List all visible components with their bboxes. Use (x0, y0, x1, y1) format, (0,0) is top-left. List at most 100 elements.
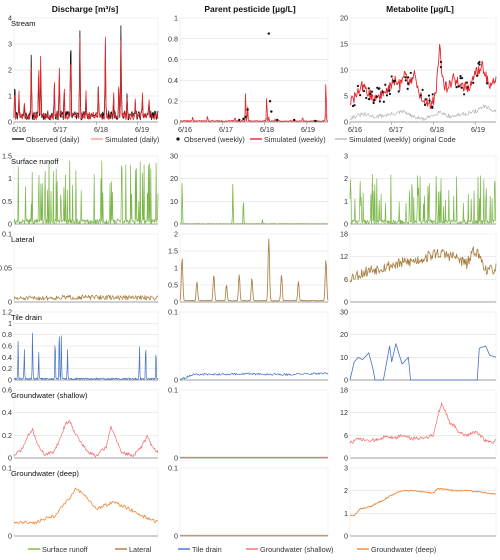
y-tick-label: 0 (344, 376, 348, 385)
y-tick-label: 0 (344, 298, 348, 307)
y-tick-label: 10 (170, 197, 178, 206)
y-tick-label: 1.2 (2, 308, 12, 317)
observed-point (465, 81, 469, 84)
series-surface (13, 160, 159, 225)
panel-frame (13, 467, 159, 537)
observed-point (427, 94, 431, 97)
column-title-discharge: Discharge [m³/s] (52, 4, 119, 14)
series-original (349, 104, 497, 121)
panels: 0123400.20.40.60.810510152000.511.501020… (0, 14, 497, 541)
series-lateral (13, 294, 159, 301)
date-tick: 6/16 (12, 125, 26, 134)
panel-frame (13, 389, 159, 459)
observed-point (407, 82, 410, 85)
observed-point (455, 86, 458, 89)
y-tick-label: 0 (8, 376, 12, 385)
panel-frame (179, 155, 329, 225)
row-label-tile: Tile drain (11, 313, 42, 322)
legend-label-simulated-daily: Simulated (daily) (105, 135, 159, 144)
y-tick-label: 0 (174, 298, 178, 307)
observed-point (460, 76, 464, 80)
observed-point (393, 79, 396, 83)
legend-swatch-observed-weekly (176, 137, 180, 141)
observed-point (439, 60, 443, 64)
observed-point (472, 81, 475, 84)
observed-point (388, 92, 392, 96)
series-simulated-weekly (180, 84, 329, 122)
observed-point (378, 100, 381, 103)
y-tick-label: 0 (174, 220, 178, 229)
legend-label-lateral: Lateral (129, 545, 152, 554)
y-tick-label: 1 (344, 197, 348, 206)
date-tick: 6/18 (94, 125, 108, 134)
panel: 00.1 (168, 464, 329, 541)
observed-point (463, 93, 466, 96)
observed-point (423, 103, 427, 107)
observed-point (460, 86, 463, 89)
observed-point (365, 96, 368, 100)
observed-point (356, 84, 359, 88)
observed-point (367, 98, 371, 101)
y-tick-label: 18 (340, 230, 348, 239)
observed-point (409, 71, 412, 75)
y-tick-label: 0 (8, 118, 12, 127)
observed-point (404, 76, 407, 79)
y-tick-label: 15 (340, 40, 348, 49)
column-title-metabolite: Metabolite [µg/L] (386, 4, 454, 14)
series-tile (179, 372, 329, 381)
series-surface (179, 183, 328, 225)
panel-frame (179, 311, 329, 381)
y-tick-label: 0.5 (168, 281, 178, 290)
date-tick: 6/16 (348, 125, 362, 134)
panel: 00.1 (168, 386, 329, 463)
panel: 0 0.5 1 1.5 2 (168, 230, 329, 307)
observed-point (353, 104, 356, 107)
legend-label-gw-shallow: Groundwater (shallow) (260, 545, 333, 554)
legend-label-tile: Tile drain (192, 545, 222, 554)
panel: 0 1 2 3 4 (8, 14, 159, 127)
observed-point (466, 86, 469, 89)
date-tick: 6/17 (389, 125, 403, 134)
y-tick-label: 0.1 (168, 308, 178, 317)
panel-frame (349, 311, 497, 381)
y-tick-label: 0 (174, 118, 178, 127)
observed-point (314, 119, 317, 123)
observed-point (424, 98, 427, 101)
y-tick-label: 10 (340, 66, 348, 75)
y-tick-label: 4 (8, 14, 12, 23)
date-tick: 6/17 (53, 125, 67, 134)
y-tick-label: 0.2 (168, 97, 178, 106)
observed-point (406, 87, 409, 90)
legend-label-original: Simulated (weekly) original Code (349, 135, 456, 144)
series-simulated-weekly (349, 44, 497, 109)
panel: 0 6 12 18 (340, 386, 497, 463)
y-tick-label: 2 (8, 66, 12, 75)
observed-point (421, 88, 424, 91)
y-tick-label: 0.4 (168, 76, 178, 85)
y-tick-label: 0.6 (2, 386, 12, 395)
y-tick-label: 0.2 (2, 431, 12, 440)
panel-frame (179, 17, 329, 123)
row-label-gw-deep: Groundwater (deep) (11, 469, 79, 478)
row-label-lateral: Lateral (11, 235, 35, 244)
y-tick-label: 1.5 (2, 152, 12, 161)
y-tick-label: 2 (344, 174, 348, 183)
date-tick: 6/19 (301, 125, 315, 134)
observed-point (428, 99, 431, 102)
y-tick-label: 0.1 (168, 464, 178, 473)
y-tick-label: 0.1 (168, 386, 178, 395)
series-lateral (179, 238, 329, 302)
y-tick-label: 20 (170, 174, 178, 183)
series-gw-deep (13, 487, 159, 525)
date-axis-parent: 6/16 6/17 6/18 6/19 (178, 125, 315, 134)
observed-point (238, 118, 241, 122)
observed-point (359, 94, 362, 97)
observed-point (404, 79, 407, 82)
y-tick-label: 12 (340, 408, 348, 417)
panel: 0 1 2 3 (344, 464, 497, 541)
y-tick-label: 0 (8, 454, 12, 463)
observed-point (397, 90, 400, 93)
observed-point (457, 85, 460, 88)
y-tick-label: 0.2 (2, 364, 12, 373)
